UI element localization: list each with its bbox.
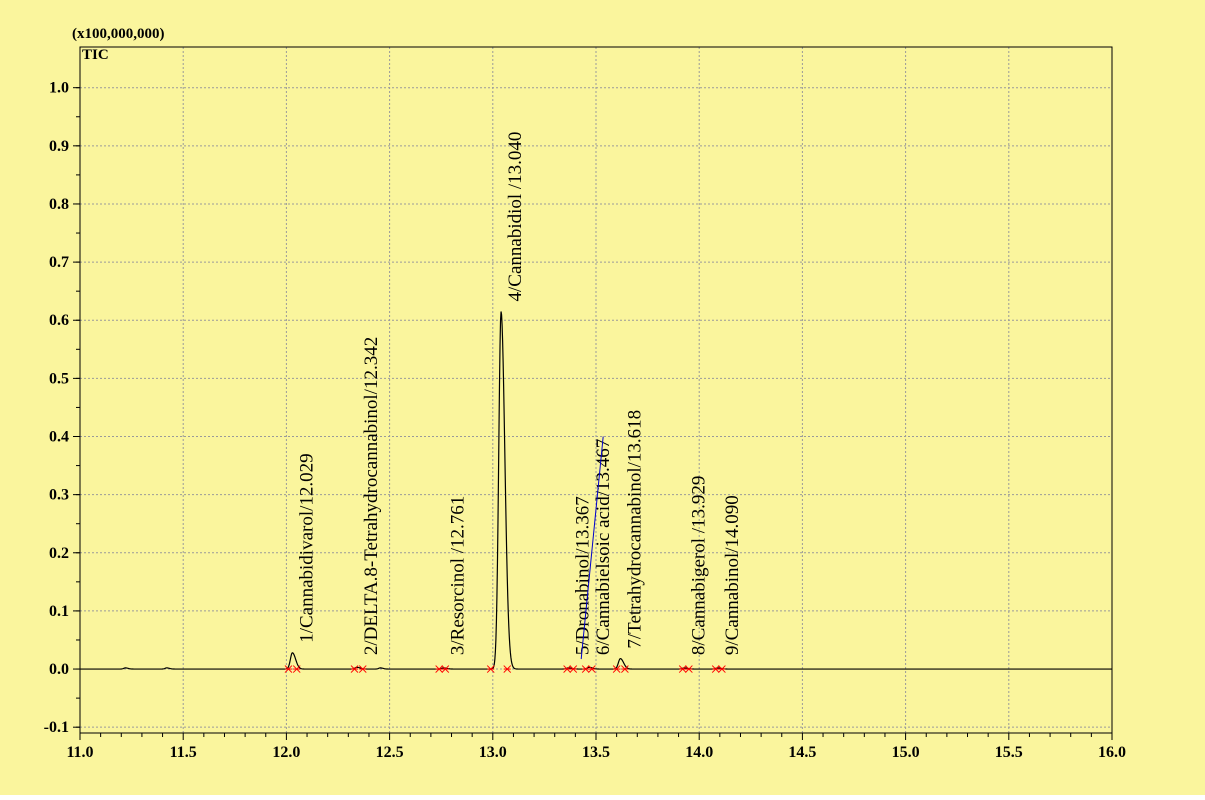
peak-marker [711,665,720,673]
peak-marker [435,665,443,673]
tic-trace [80,311,1112,670]
marker-stroke [358,665,367,673]
marker-stroke [678,665,687,673]
x-tick-label: 14.0 [685,744,713,761]
marker-stroke [435,665,443,673]
marker-stroke [621,665,629,673]
y-axis-label: TIC [82,47,109,63]
y-tick-label: 0.5 [49,370,69,387]
peak-label: 2/DELTA.8-Tetrahydrocannabinol/12.342 [361,337,382,655]
peak-marker [621,665,629,673]
peak-label: 6/Cannabielsoic acid/13.467 [593,439,614,655]
peak-label: 7/Tetrahydrocannabinol/13.618 [624,410,645,649]
peak-marker [612,665,621,673]
peak-marker [358,665,367,673]
x-tick-label: 14.5 [788,744,816,761]
scale-label: (x100,000,000) [72,26,165,42]
y-tick-label: 0.9 [49,138,69,155]
x-tick-label: 13.5 [582,744,610,761]
x-tick-label: 13.0 [479,744,507,761]
peak-label-layer: 1/Cannabidivarol/12.029 2/DELTA.8-Tetrahy… [296,132,743,660]
marker-stroke [350,665,359,673]
y-tick-label: 0.4 [49,429,69,446]
y-tick-label: -0.1 [44,719,69,736]
marker-stroke [569,665,578,673]
annotation-leader-line [580,436,604,660]
peak-marker [581,665,590,673]
y-tick-label: 0.1 [49,603,69,620]
marker-stroke [685,665,693,673]
peak-marker-layer [284,665,726,673]
x-tick-label: 12.5 [376,744,404,761]
peak-marker [284,665,293,673]
marker-stroke [588,665,596,673]
peak-marker [441,665,450,673]
x-tick-label: 16.0 [1098,744,1126,761]
marker-stroke [581,665,590,673]
peak-marker [503,665,512,673]
y-tick-label: 0.6 [49,312,69,329]
x-tick-label: 15.5 [995,744,1023,761]
marker-stroke [563,665,571,673]
peak-label: 1/Cannabidivarol/12.029 [296,453,317,642]
y-tick-label: 0.8 [49,196,69,213]
axis-layer: 11.0 11.5 12.0 12.5 13.0 13.5 14.0 14.5 15.0 15.5… [44,46,1126,761]
peak-marker [292,665,301,673]
marker-stroke [441,665,450,673]
peak-marker [569,665,578,673]
trace-layer [80,311,1112,670]
peak-label: 3/Resorcinol /12.761 [448,496,469,655]
peak-label: 8/Cannabigerol /13.929 [689,476,710,655]
peak-marker [350,665,359,673]
peak-marker [486,665,495,673]
marker-stroke [292,665,301,673]
y-tick-label: 0.0 [49,661,69,678]
peak-label: 5/Dronabinol/13.367 [573,496,594,655]
marker-stroke [503,665,512,673]
peak-marker [678,665,687,673]
peak-label: 4/Cannabidiol /13.040 [505,132,526,302]
x-tick-label: 15.0 [892,744,920,761]
x-tick-label: 12.0 [272,744,300,761]
peak-label: 9/Cannabinol/14.090 [722,495,743,655]
y-tick-label: 0.2 [49,545,69,562]
marker-stroke [486,665,495,673]
marker-stroke [612,665,621,673]
y-tick-label: 0.7 [49,254,69,271]
y-tick-label: 1.0 [49,80,69,97]
peak-marker [588,665,596,673]
peak-marker [685,665,693,673]
marker-stroke [711,665,720,673]
marker-stroke [284,665,293,673]
peak-marker [718,665,726,673]
peak-marker [563,665,571,673]
marker-stroke [718,665,726,673]
y-tick-label: 0.3 [49,487,69,504]
x-tick-label: 11.0 [66,744,93,761]
x-tick-label: 11.5 [170,744,197,761]
